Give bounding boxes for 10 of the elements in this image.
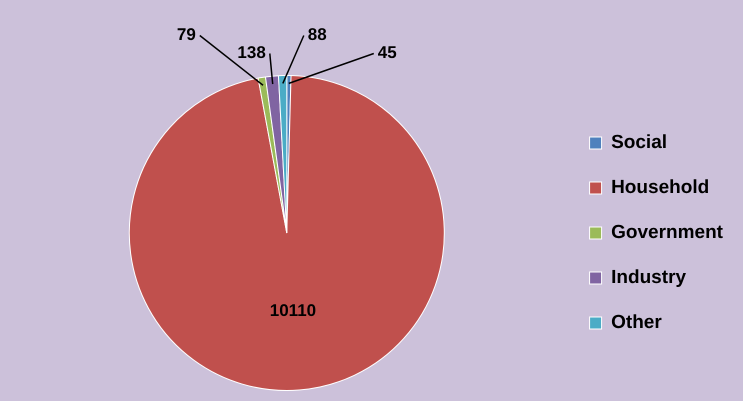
data-label: 79 [176, 25, 196, 44]
data-label: 10110 [270, 301, 316, 320]
legend-label: Household [611, 177, 710, 198]
legend-label: Industry [611, 267, 686, 288]
data-label: 88 [308, 25, 327, 44]
legend-label: Government [611, 222, 724, 244]
data-label: 45 [378, 43, 397, 62]
legend-label: Social [611, 132, 668, 154]
data-label: 138 [237, 43, 266, 62]
legend-label: Other [611, 312, 662, 334]
